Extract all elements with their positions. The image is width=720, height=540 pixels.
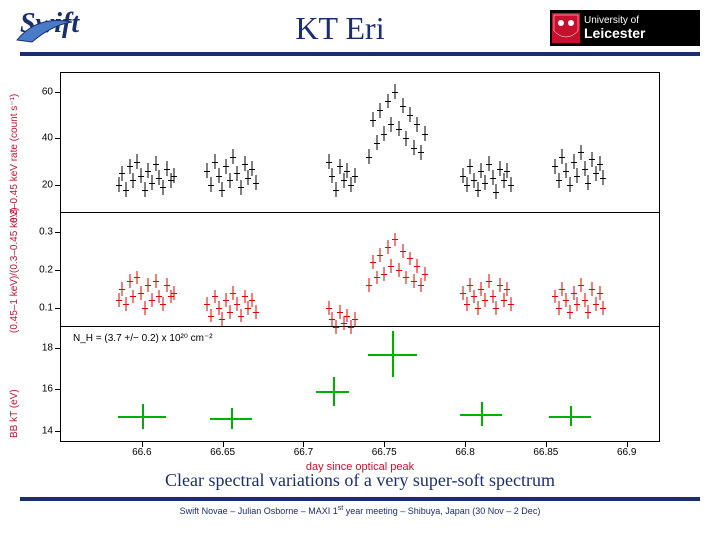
xtick-label: 66.9 (617, 447, 636, 458)
swift-swoosh-icon (12, 10, 132, 50)
panel-p3: 141618N_H = (3.7 +/− 0.2) x 10²⁰ cm⁻² (61, 327, 659, 441)
xtick-label: 66.7 (294, 447, 313, 458)
xtick-label: 66.75 (372, 447, 397, 458)
ylabel-panel2: (0.45–1 keV)/(0.3–0.45 keV) (9, 223, 20, 333)
chart-area: 0.3–0.45 keV rate (count s⁻¹) (0.45–1 ke… (60, 72, 660, 442)
header-rule (20, 52, 700, 56)
xtick-label: 66.8 (455, 447, 474, 458)
ytick-label: 20 (42, 179, 53, 190)
xtick-label: 66.6 (132, 447, 151, 458)
xtick-label: 66.85 (533, 447, 558, 458)
ytick-label: 14 (42, 425, 53, 436)
xlabel: day since optical peak (306, 461, 414, 473)
ytick-label: 0.2 (39, 264, 53, 275)
caption: Clear spectral variations of a very supe… (20, 470, 700, 491)
ylabel-panel3: BB kT (eV) (9, 338, 20, 438)
ytick-label: 0.3 (39, 226, 53, 237)
ylabel-panel1: 0.3–0.45 keV rate (count s⁻¹) (9, 83, 20, 223)
panel-p1: 204060 (61, 73, 659, 213)
ytick-label: 60 (42, 86, 53, 97)
university-badge: University of Leicester (550, 10, 700, 46)
page-title: KT Eri (295, 10, 384, 47)
university-text: University of Leicester (584, 15, 645, 41)
ytick-label: 18 (42, 342, 53, 353)
university-line2: Leicester (584, 25, 645, 41)
ytick-label: 0.1 (39, 302, 53, 313)
ytick-label: 16 (42, 384, 53, 395)
panel-p2: 0.10.20.3 (61, 213, 659, 327)
ytick-label: 40 (42, 133, 53, 144)
xtick-label: 66.65 (210, 447, 235, 458)
footer-text: Swift Novae – Julian Osborne – MAXI 1st … (0, 505, 720, 516)
footer-rule (20, 497, 700, 501)
swift-logo: Swift (20, 8, 130, 48)
panel-annotation: N_H = (3.7 +/− 0.2) x 10²⁰ cm⁻² (73, 333, 213, 344)
shield-icon (552, 13, 580, 43)
